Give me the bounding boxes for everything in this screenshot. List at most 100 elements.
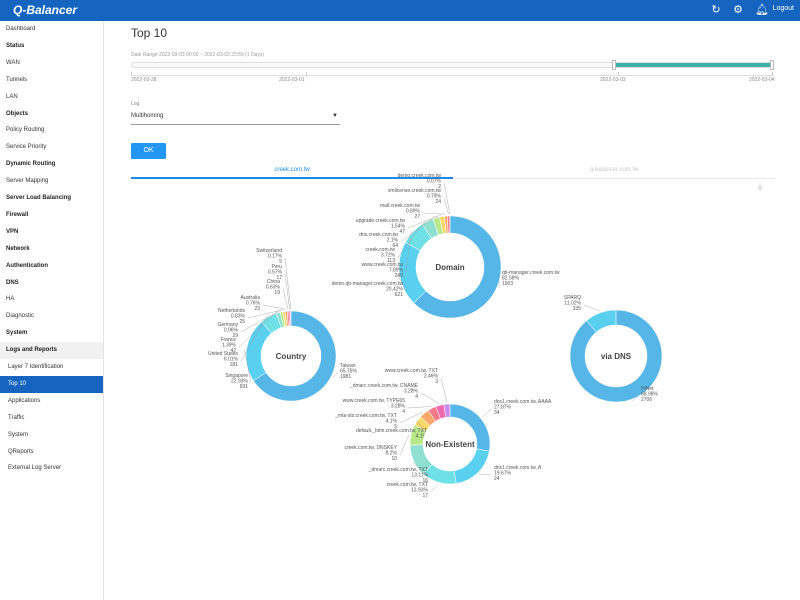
slice-label-line: 6.01% [224,357,239,363]
slice-label-line: France [220,337,236,343]
tab-q-balancer[interactable]: q-balancer.com.tw [453,161,775,179]
slice-label: Germany 0.96% 29 [217,322,238,339]
slice-label-line: United States [208,351,239,357]
sidebar-item-traffic[interactable]: Traffic [8,414,25,421]
slice-label-line: creek.com.tw [366,247,396,253]
label-leader-line [244,349,252,384]
sidebar-item-external-log-server[interactable]: External Log Server [8,465,62,472]
sidebar-item-diagnostic[interactable]: Diagnostic [6,313,35,320]
timeline-tick [618,72,619,76]
slice-label-line: 1903 [502,281,513,287]
label-leader-line [407,214,442,229]
label-leader-line [284,273,290,310]
logout-link[interactable]: Logout [772,5,794,12]
slice-label: China 0.63% 19 [266,279,281,296]
log-label: Log [131,101,140,107]
sidebar-item-wan[interactable]: WAN [6,59,20,66]
refresh-icon[interactable]: ↻ [711,4,721,16]
slice-label-line: 13.93% [411,488,429,494]
label-leader-line [443,182,451,215]
bell-icon[interactable]: 🔔︎ [755,4,769,16]
sidebar-item-layer-7-identification[interactable]: Layer 7 Identification [8,364,64,370]
slice-label-line: default._bimi.creek.com.tw, TXT [356,428,427,434]
gear-icon[interactable]: ⚙ [733,4,743,16]
timeline-tick [306,72,307,76]
slice-label-line: 240 [395,273,404,279]
slice-label: demo.creek.com.tw 0.07% 2 [398,173,442,190]
slice-label: Switzerland 0.17% 5 [256,248,282,265]
slice-label-line: 2706 [641,397,652,403]
label-leader-line [583,304,600,312]
slice-label-line: Singapore [225,373,248,379]
tab-creek[interactable]: creek.com.tw [131,161,453,179]
label-leader-line [407,406,432,409]
sidebar-item-logs-and-reports[interactable]: Logs and Reports [0,342,103,360]
donut-hole [585,325,647,387]
sidebar-item-authentication[interactable]: Authentication [6,262,48,269]
sidebar-item-server-mapping[interactable]: Server Mapping [6,178,49,185]
label-leader-line [397,274,407,292]
sidebar-item-vpn[interactable]: VPN [6,228,19,235]
sidebar-item-firewall[interactable]: Firewall [6,211,29,218]
slice-label-line: 1.54% [391,224,406,230]
slice-label-line: www.creek.com.tw, TXT [385,368,438,374]
slice-label-line: 113 [387,258,395,264]
slice-label-line: 13.11% [411,473,428,479]
slice-label-line: qb-manager.creek.com.tw [502,270,560,276]
sidebar-item-system[interactable]: System [6,330,28,337]
sidebar-item-qreports[interactable]: QReports [8,448,34,455]
sidebar-item-service-priority[interactable]: Service Priority [6,144,47,151]
slice-label-line: 19 [274,290,280,296]
slice-label-line: 3.28% [391,404,406,410]
donut-slice[interactable] [569,309,663,403]
slice-label-line: 10 [391,456,397,462]
sidebar-item-ha[interactable]: HA [6,296,15,303]
slice-label: mail.creek.com.tw 0.89% 27 [380,203,421,220]
slice-label: www.creek.com.tw 7.89% 240 [362,262,404,279]
sidebar-item-policy-routing[interactable]: Policy Routing [6,127,45,134]
sidebar-item-lan[interactable]: LAN [6,93,18,100]
slice-label: dns1.creek.com.tw, AAAA 27.87% 34 [494,399,552,416]
slice-label-line: 691 [240,384,249,390]
sidebar-item-objects[interactable]: Objects [6,110,29,117]
donut-chart-domain: qb-manager.creek.com.tw 82.58% 1903 demo.qb… [332,173,560,319]
slice-label-line: 25 [239,319,245,325]
slider-handle-start[interactable] [612,60,616,70]
sidebar-item-system[interactable]: System [8,431,29,438]
label-leader-line [405,230,412,273]
label-leader-line [411,461,432,478]
slider-handle-end[interactable] [770,60,774,70]
sidebar-item-dynamic-routing[interactable]: Dynamic Routing [6,161,56,168]
label-leader-line [479,473,492,476]
slice-label-line: China [267,279,280,285]
date-range-selection[interactable] [614,63,773,67]
timeline-tick-label: 2022-03-01 [279,77,305,83]
sidebar-item-top-10[interactable]: Top 10 [0,375,103,393]
sidebar-item-network[interactable]: Network [6,245,30,252]
sidebar-item-dashboard[interactable]: Dashboard [6,26,36,32]
timeline-tick [772,72,773,76]
sidebar-item-status[interactable]: Status [6,42,25,49]
slice-label: creek.com.tw, DNSKEY 8.2% 10 [344,445,397,462]
slice-label-line: 0.96% [224,328,239,334]
slice-label: Singapore 22.93% 691 [225,373,248,390]
label-leader-line [482,408,492,418]
sidebar-item-applications[interactable]: Applications [8,397,41,404]
sidebar-item-dns[interactable]: DNS [6,279,19,286]
slice-label: _mta-sts.creek.com.tw, TXT 4.1% 5 [334,413,397,430]
slice-label: www.creek.com.tw, TYPE65 3.28% 4 [343,398,406,415]
log-select[interactable]: Multihoming ▼ [131,110,340,125]
slice-label-line: vmlicense.creek.com.tw [388,188,441,194]
slice-label-line: 3.28% [404,389,419,395]
label-leader-line [400,215,436,243]
sidebar-item-tunnels[interactable]: Tunnels [6,76,28,83]
ok-button[interactable]: OK [131,143,166,159]
slice-label: upgrade.creek.com.tw 1.54% 47 [356,218,406,235]
slice-label-line: 27.87% [494,405,512,411]
sidebar-item-server-load-balancing[interactable]: Server Load Balancing [6,195,72,201]
download-icon[interactable]: ⤓ [758,181,762,191]
slice-label-line: 19.67% [494,471,512,477]
label-leader-line [420,392,440,404]
slice-label: Australia 0.76% 23 [241,295,261,312]
slice-label: Peru 0.57% 17 [268,264,283,281]
